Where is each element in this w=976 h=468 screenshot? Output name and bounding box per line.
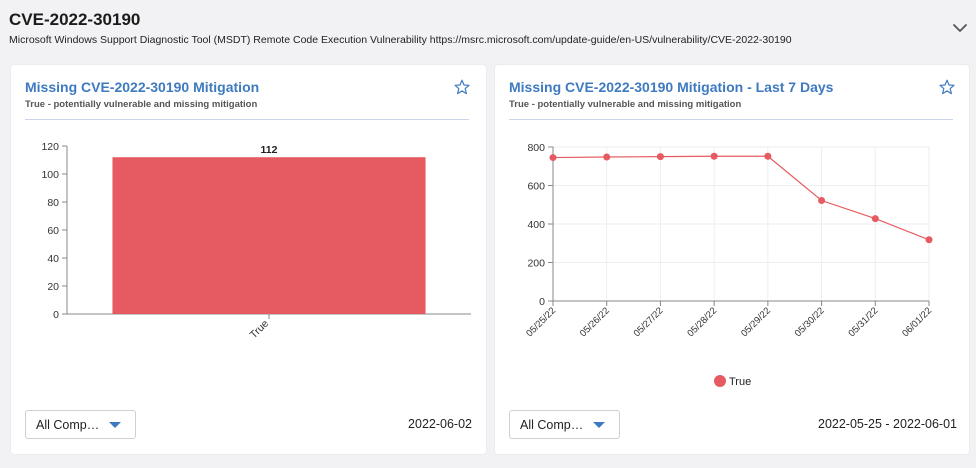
y-tick-label: 120 — [41, 141, 59, 153]
card-title[interactable]: Missing CVE-2022-30190 Mitigation - Last… — [509, 79, 834, 95]
select-value: All Comp… — [520, 418, 584, 432]
bar — [112, 157, 426, 314]
x-tick-label: 05/26/22 — [578, 305, 612, 339]
bar-chart: 0 20 40 60 80 100 120 112 True — [41, 141, 471, 342]
date-label: 2022-06-02 — [408, 417, 472, 431]
divider — [509, 119, 953, 120]
legend-marker — [714, 375, 726, 387]
favorite-button[interactable] — [454, 79, 470, 95]
data-point — [710, 152, 718, 160]
x-tick-label: 05/30/22 — [793, 305, 827, 339]
y-tick-label: 800 — [527, 142, 545, 154]
data-point — [925, 236, 933, 244]
line-chart: 0 200 400 600 800 05/25/22 05/26/22 05/27/22 05/… — [524, 142, 934, 388]
date-range-label: 2022-05-25 - 2022-06-01 — [818, 417, 957, 431]
x-tick-label: 06/01/22 — [900, 305, 934, 339]
card-missing-mitigation-7days: Missing CVE-2022-30190 Mitigation - Last… — [495, 65, 969, 454]
y-tick-label: 40 — [47, 253, 59, 265]
computer-group-select[interactable]: All Comp… — [25, 410, 136, 439]
data-point — [871, 215, 879, 223]
x-tick-label: 05/28/22 — [685, 305, 719, 339]
data-point — [603, 153, 611, 161]
x-tick-label: 05/29/22 — [739, 305, 773, 339]
card-title[interactable]: Missing CVE-2022-30190 Mitigation — [25, 79, 260, 95]
computer-group-select[interactable]: All Comp… — [509, 410, 620, 439]
x-tick-label: 05/31/22 — [846, 305, 880, 339]
x-tick-label: 05/27/22 — [632, 305, 666, 339]
data-point — [764, 152, 772, 160]
favorite-button[interactable] — [939, 79, 955, 95]
star-icon — [939, 79, 955, 95]
caret-down-icon — [593, 422, 605, 428]
card-subtitle: True - potentially vulnerable and missin… — [509, 99, 742, 110]
caret-down-icon — [109, 422, 121, 428]
dashboard-header: CVE-2022-30190 Microsoft Windows Support… — [0, 0, 976, 56]
data-point — [549, 154, 557, 162]
y-tick-label: 400 — [527, 219, 545, 231]
card-subtitle: True - potentially vulnerable and missin… — [25, 99, 258, 110]
y-tick-label: 20 — [47, 281, 59, 293]
series-line — [552, 155, 930, 241]
y-tick-label: 600 — [527, 181, 545, 193]
select-value: All Comp… — [36, 418, 100, 432]
y-tick-label: 60 — [47, 225, 59, 237]
y-tick-label: 200 — [527, 258, 545, 270]
y-tick-label: 0 — [539, 296, 545, 308]
data-point — [656, 153, 664, 161]
collapse-button[interactable] — [950, 18, 970, 38]
x-tick-label: 05/25/22 — [524, 305, 558, 339]
data-label: 112 — [261, 144, 278, 156]
legend-label: True — [729, 376, 751, 388]
star-icon — [454, 79, 470, 95]
page-title: CVE-2022-30190 — [9, 10, 141, 29]
data-point — [818, 197, 826, 205]
card-missing-mitigation: Missing CVE-2022-30190 Mitigation True -… — [11, 65, 486, 454]
chevron-down-icon — [953, 24, 967, 32]
divider — [25, 119, 469, 120]
x-tick-label: True — [248, 318, 272, 342]
y-tick-label: 0 — [53, 309, 59, 321]
page-description: Microsoft Windows Support Diagnostic Too… — [9, 34, 792, 46]
y-tick-label: 80 — [47, 197, 59, 209]
y-tick-label: 100 — [41, 169, 59, 181]
